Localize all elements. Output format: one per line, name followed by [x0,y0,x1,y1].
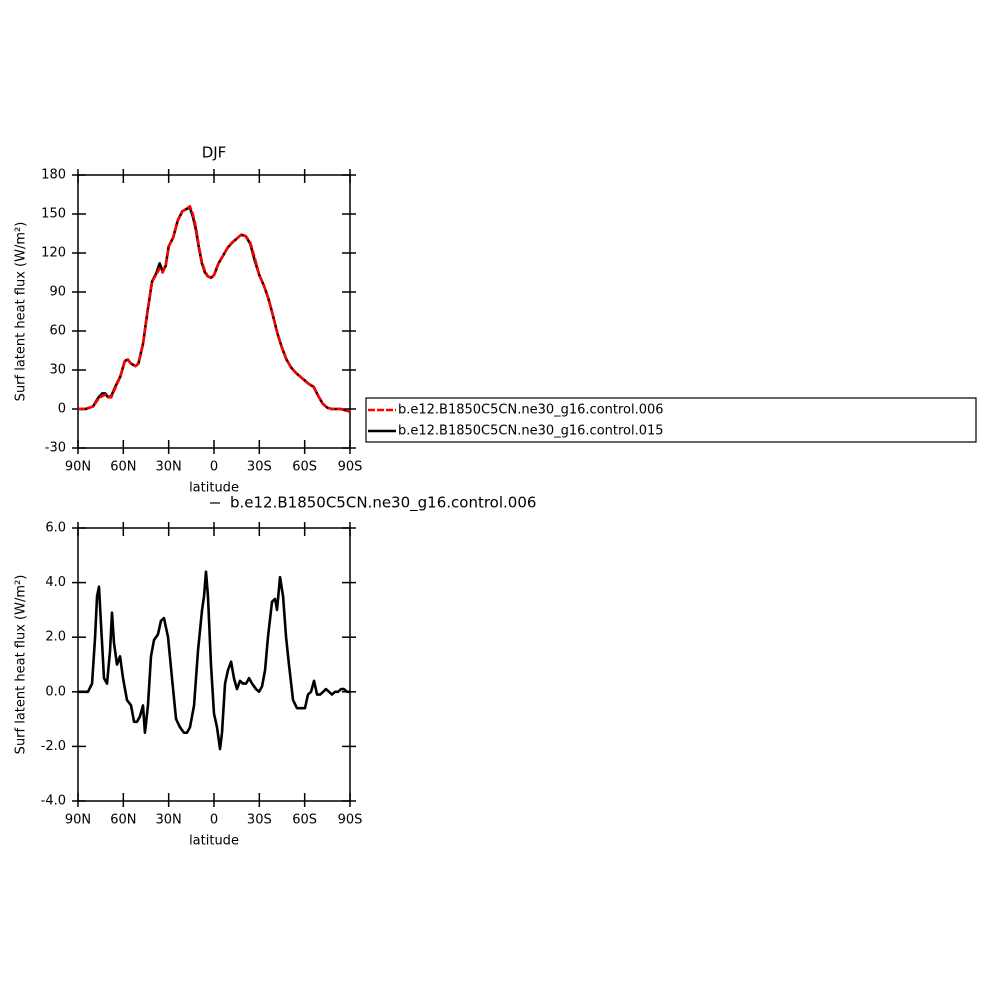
plot-frame [77,527,351,802]
data-line [78,204,351,413]
y-tick-label: 0.0 [45,684,66,699]
y-axis-label: Surf latent heat flux (W/m²) [14,222,29,402]
x-tick-label: 90N [65,813,91,828]
annotation: b.e12.B1850C5CN.ne30_g16.control.006 [230,494,536,513]
chart-title: DJF [202,144,227,162]
x-tick-label: 0 [210,460,218,475]
data-line [78,570,350,751]
x-tick-label: 30N [156,460,182,475]
y-tick-label: 0 [58,402,66,417]
y-tick-label: 6.0 [45,521,66,536]
y-tick-label: 2.0 [45,630,66,645]
x-tick-label: 60N [110,813,136,828]
x-tick-label: 30N [156,813,182,828]
y-axis-label: Surf latent heat flux (W/m²) [14,575,29,755]
legend-label: b.e12.B1850C5CN.ne30_g16.control.006 [398,403,664,418]
x-axis-label: latitude [189,834,239,849]
y-tick-label: 90 [49,285,66,300]
y-tick-label: 120 [41,246,66,261]
x-tick-label: 90S [338,460,363,475]
x-tick-label: 60N [110,460,136,475]
legend-box [365,397,977,443]
x-tick-label: 60S [292,813,317,828]
x-axis-label: latitude [189,481,239,496]
y-tick-label: 4.0 [45,575,66,590]
y-tick-label: 180 [41,168,66,183]
y-tick-label: 30 [49,363,66,378]
x-tick-label: 90S [338,813,363,828]
x-tick-label: 30S [247,460,272,475]
y-tick-label: -4.0 [41,794,66,809]
x-tick-label: 30S [247,813,272,828]
x-tick-label: 90N [65,460,91,475]
legend-label: b.e12.B1850C5CN.ne30_g16.control.015 [398,424,664,439]
y-tick-label: -2.0 [41,739,66,754]
plot-frame [77,174,351,449]
y-tick-label: 60 [49,324,66,339]
x-tick-label: 0 [210,813,218,828]
y-tick-label: -30 [45,441,66,456]
y-tick-label: 150 [41,207,66,222]
x-tick-label: 60S [292,460,317,475]
